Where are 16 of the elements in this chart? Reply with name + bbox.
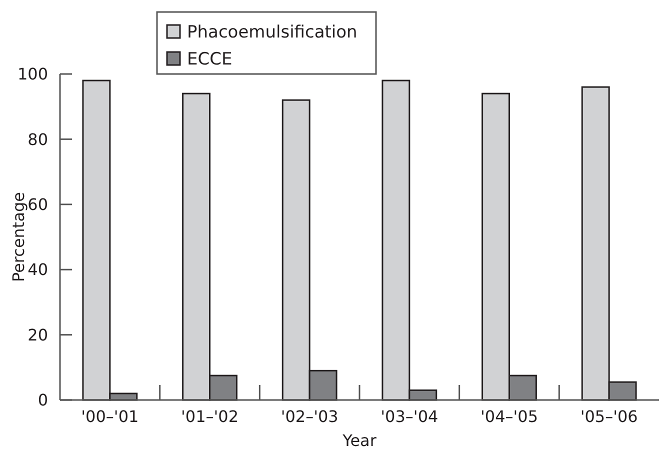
x-tick-label: '04–'05 <box>480 407 538 426</box>
x-axis-title: Year <box>342 431 377 450</box>
y-tick-label: 60 <box>28 195 48 214</box>
y-tick-label: 40 <box>28 260 48 280</box>
legend-label: ECCE <box>187 49 232 70</box>
legend-label: Phacoemulsification <box>187 22 358 42</box>
y-tick-label: 20 <box>28 325 48 344</box>
x-tick-label: '00–'01 <box>81 407 139 426</box>
y-tick-label: 80 <box>28 130 48 149</box>
x-tick-label: '01–'02 <box>180 407 239 426</box>
x-tick-label: '02–'03 <box>280 407 338 426</box>
y-tick-label: 100 <box>17 64 48 84</box>
y-axis-title: Percentage <box>9 192 28 282</box>
y-tick-label: 0 <box>38 390 48 410</box>
x-tick-label: '03–'04 <box>380 407 438 426</box>
x-tick-label: '05–'06 <box>580 407 638 426</box>
